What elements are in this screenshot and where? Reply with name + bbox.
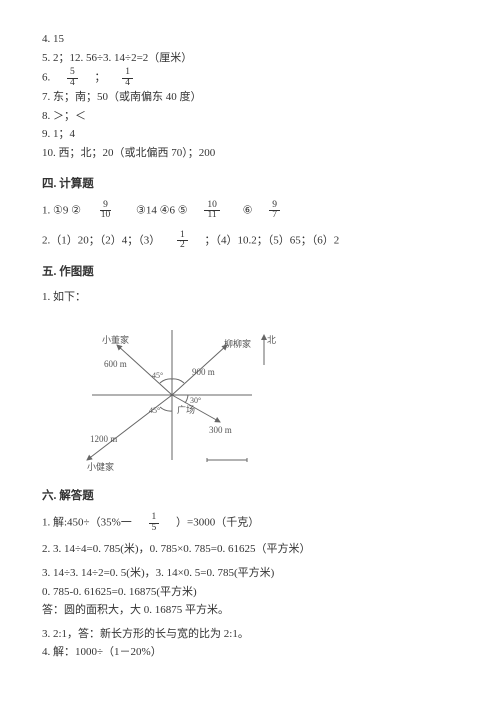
s6-q2-l3: 0. 785-0. 61625=0. 16875(平方米) [42,584,458,602]
s6-q3: 3. 2:1，答：新长方形的长与宽的比为 2:1。 [42,626,458,644]
section-5-header: 五. 作图题 [42,263,458,281]
label-llj: 柳柳家 [224,337,251,351]
label-1200: 1200 m [90,432,117,446]
ans-7: 7. 东；南；50（或南偏东 40 度） [42,89,458,107]
text: ；（4）10.2；（5）65；（6）2 [205,234,340,246]
text: 1. ①9 ② [42,204,81,216]
text: 6. [42,72,50,84]
label-600: 600 m [104,357,127,371]
fraction: 14 [122,68,133,88]
label-bei: 北 [267,333,276,347]
ans-5: 5. 2；12. 56÷3. 14÷2=2（厘米） [42,50,458,68]
ans-10: 10. 西；北；20（或北偏西 70）；200 [42,145,458,163]
text: ⑥ [243,204,253,216]
s6-q2-l1: 2. 3. 14÷4=0. 785(米)，0. 785×0. 785=0. 61… [42,541,458,559]
label-a45d: 45° [149,405,160,418]
direction-diagram: 小董家 600 m 柳柳家 900 m 广场 300 m 1200 m 小健家 … [52,315,312,475]
label-xw: 小董家 [102,333,129,347]
text: ）=3000（千克） [176,517,259,529]
section-6-header: 六. 解答题 [42,487,458,505]
s4-q1: 1. ①9 ② 910 ③14 ④6 ⑤ 1011 ⑥ 97 [42,201,458,221]
fraction: 910 [98,201,114,221]
fraction: 12 [177,231,188,251]
s6-q4: 4. 解：1000÷（1－20%） [42,644,458,662]
ans-4: 4. 15 [42,31,458,49]
s6-q2-l2: 3. 14÷3. 14÷2=0. 5(米)，3. 14×0. 5=0. 785(… [42,565,458,583]
text: 1. 解:450÷（35%一 [42,517,132,529]
s6-q1: 1. 解:450÷（35%一 15 ）=3000（千克） [42,513,458,533]
s4-q2: 2.（1）20；（2）4；（3） 12 ；（4）10.2；（5）65；（6）2 [42,231,458,251]
label-xj: 小健家 [87,460,114,474]
fraction: 1011 [204,201,220,221]
section-4-header: 四. 计算题 [42,175,458,193]
text: ③14 ④6 ⑤ [136,204,188,216]
ans-9: 9. 1；4 [42,126,458,144]
s6-q2-ans: 答：圆的面积大，大 0. 16875 平方米。 [42,602,458,620]
s5-q1: 1. 如下： [42,289,458,307]
label-a45u: 45° [152,370,163,383]
text: 2.（1）20；（2）4；（3） [42,234,160,246]
fraction: 54 [67,68,78,88]
label-a30: 30° [190,395,201,408]
ans-8: 8. ＞；＜ [42,108,458,126]
label-900: 900 m [192,365,215,379]
fraction: 15 [149,513,160,533]
label-300: 300 m [209,423,232,437]
ans-6: 6. 54 ； 14 [42,68,458,88]
fraction: 97 [269,201,280,221]
text: ； [95,72,106,84]
